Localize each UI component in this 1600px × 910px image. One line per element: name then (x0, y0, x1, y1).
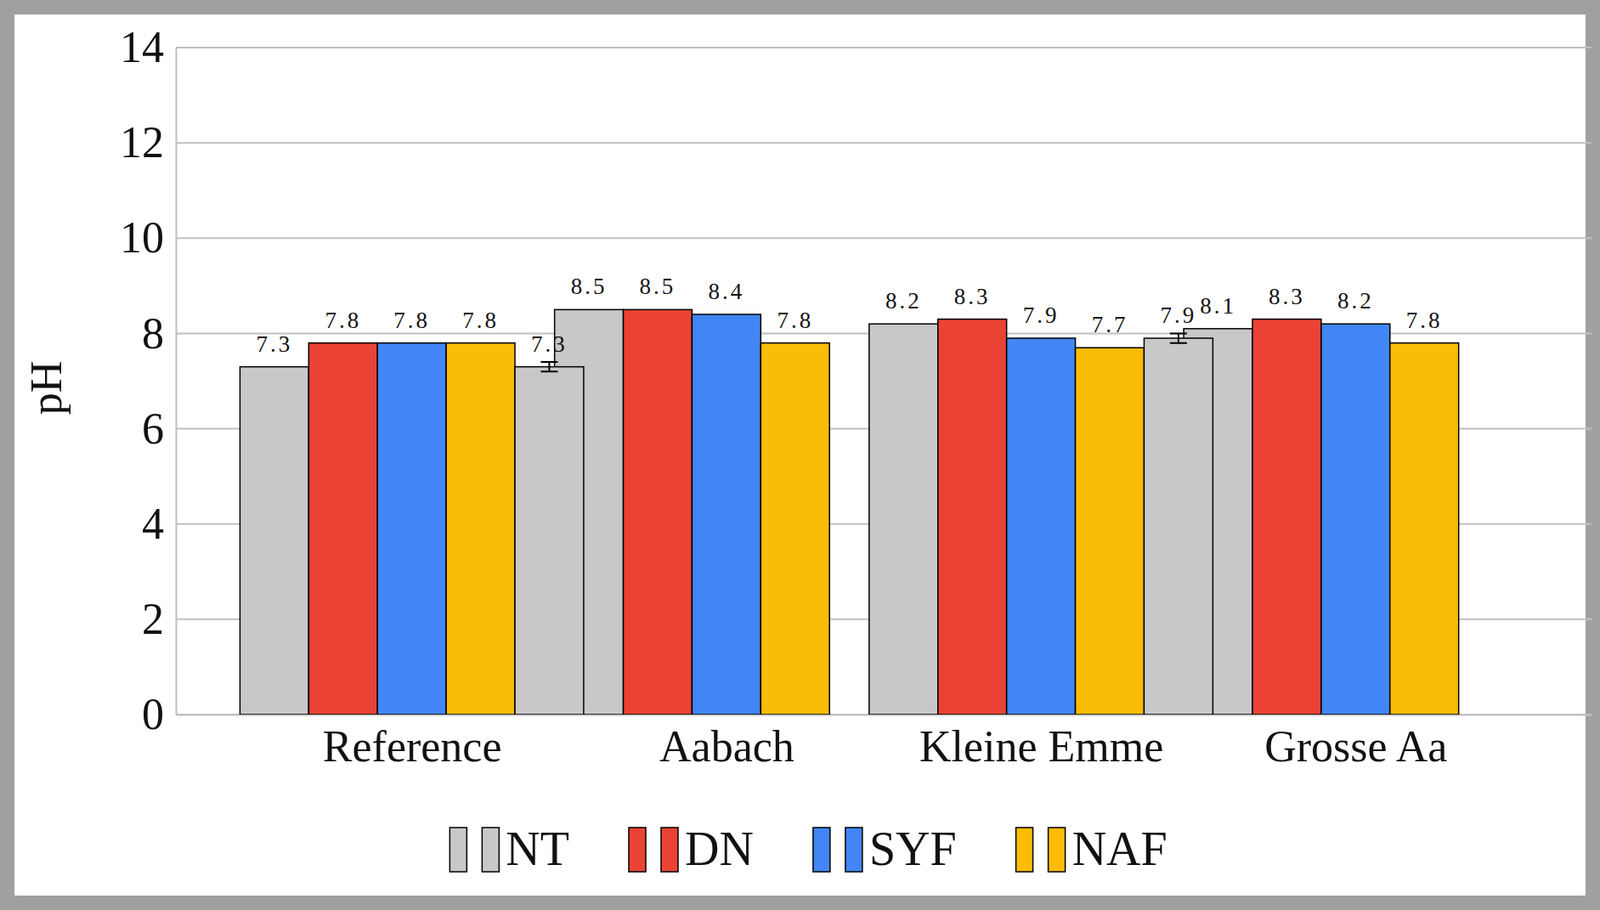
bar (623, 309, 693, 715)
x-axis: Reference Aabach Kleine Emme Grosse Aa (176, 714, 1593, 771)
bars (239, 309, 1459, 715)
y-tick: 6 (141, 404, 176, 453)
y-tick: 12 (119, 118, 176, 167)
y-tick: 14 (119, 22, 176, 72)
legend-item: SYF (813, 822, 957, 876)
legend-swatch (481, 827, 499, 872)
data-label: 8.1 (1199, 293, 1237, 319)
bar (308, 343, 378, 715)
bar (1006, 338, 1076, 715)
y-tick: 8 (141, 309, 176, 358)
data-label: 7.8 (776, 307, 814, 334)
legend-swatch (813, 827, 831, 872)
bar (1252, 319, 1322, 715)
data-label: 8.3 (954, 283, 991, 310)
error-bar-line (1170, 333, 1188, 343)
x-tick: Grosse Aa (1264, 714, 1448, 771)
legend-label: NT (505, 822, 570, 876)
data-label: 7.8 (324, 307, 362, 334)
bar (869, 323, 939, 715)
data-label: 7.8 (393, 307, 430, 334)
legend-label: NAF (1072, 822, 1168, 876)
legend-swatch (845, 827, 863, 872)
legend-swatch (449, 827, 467, 872)
y-tick-label: 2 (141, 594, 164, 644)
x-tick-label: Grosse Aa (1264, 722, 1448, 771)
y-tick-label: 14 (119, 22, 164, 72)
error-bar-line (540, 361, 558, 372)
y-tick: 4 (141, 499, 176, 549)
y-tick-label: 0 (141, 689, 164, 739)
bar (1143, 338, 1213, 715)
data-label: 8.3 (1268, 283, 1306, 310)
x-tick: Kleine Emme (919, 714, 1164, 771)
data-labels: 7.3 8.5 8.2 8.1 7.8 8.5 8.3 8.3 7.8 8.4 7.9 8.2 7.8 7… (256, 273, 1443, 357)
bar (239, 367, 309, 715)
data-label: 8.5 (639, 273, 677, 300)
y-axis-line (175, 48, 178, 716)
y-axis: 0 2 4 6 8 10 12 14 (119, 22, 177, 739)
y-tick: 2 (141, 594, 176, 644)
data-label: 7.9 (1023, 302, 1060, 328)
data-label: 7.8 (462, 307, 499, 334)
legend-swatch (661, 827, 679, 872)
error-bar (540, 361, 558, 372)
error-bar (1170, 333, 1188, 343)
legend-item: DN (628, 822, 754, 876)
data-label: 8.5 (571, 273, 608, 300)
data-label: 7.8 (1406, 307, 1443, 334)
background (14, 14, 1586, 896)
x-tick: Aabach (659, 714, 795, 771)
y-tick-label: 12 (119, 118, 164, 167)
chart: 0 2 4 6 8 10 12 14 Reference Aabach Kleine Emme Gro… (0, 0, 1600, 910)
bar (514, 367, 584, 715)
x-tick-label: Kleine Emme (919, 722, 1164, 771)
bar (1075, 347, 1145, 715)
bar (1321, 323, 1391, 715)
y-tick: 0 (141, 689, 176, 739)
bar (760, 343, 830, 715)
legend-item: NAF (1016, 822, 1168, 876)
data-label: 8.4 (708, 278, 746, 305)
y-tick-label: 10 (119, 213, 164, 262)
bar (938, 319, 1007, 715)
legend-swatch (1016, 827, 1034, 872)
data-label: 7.7 (1091, 311, 1129, 338)
legend-item: NT (449, 822, 570, 876)
bar (377, 343, 447, 715)
y-tick: 10 (119, 213, 176, 262)
x-tick: Reference (322, 714, 503, 771)
x-tick-label: Aabach (659, 722, 795, 771)
legend-label: SYF (869, 822, 957, 876)
y-tick-label: 8 (141, 309, 164, 358)
data-label: 7.3 (531, 331, 568, 357)
legend-label: DN (684, 822, 754, 876)
data-label: 7.9 (1160, 302, 1198, 328)
bar (691, 314, 761, 715)
data-label: 7.3 (256, 331, 294, 357)
grid-line (175, 46, 1592, 49)
bar (1390, 343, 1459, 715)
y-tick-label: 6 (141, 404, 164, 453)
grid-line (175, 237, 1592, 239)
legend-swatch (1048, 827, 1066, 872)
legend: NT DN SYF NAF (449, 822, 1167, 876)
data-label: 8.2 (1337, 288, 1374, 314)
y-tick-label: 4 (141, 499, 164, 549)
bar (446, 343, 515, 715)
y-axis-title: pH (22, 361, 71, 416)
grid-line (175, 141, 1592, 144)
legend-swatch (628, 827, 646, 872)
x-tick-label: Reference (322, 722, 503, 771)
data-label: 8.2 (885, 288, 922, 314)
